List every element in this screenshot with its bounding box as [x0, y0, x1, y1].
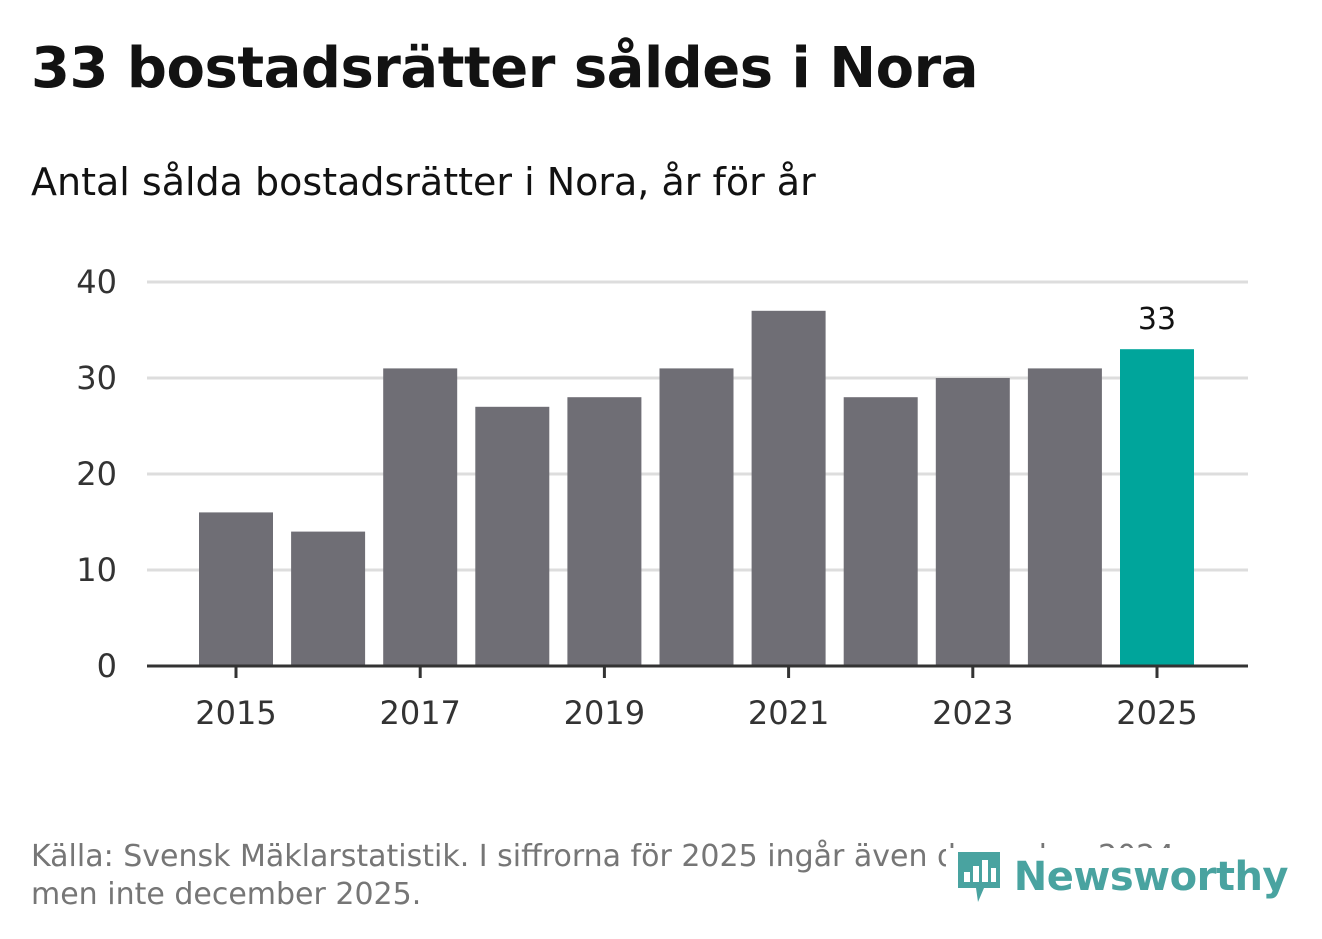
- newsworthy-logo: Newsworthy: [945, 848, 1289, 906]
- bar-2017: [383, 368, 458, 666]
- x-tick-label: 2023: [932, 694, 1013, 732]
- axis-layer: 0 10 20 30 40 2015 2017 2019 2021 2023 2025: [76, 263, 1248, 732]
- x-tick-label: 2019: [564, 694, 645, 732]
- bar-chart: 33 0 10 20 30 40 2015 2017 2019 2021 2023 2025: [76, 263, 1248, 732]
- bar-2015: [199, 512, 273, 666]
- bar-2018: [475, 406, 550, 666]
- bar-2021: [751, 310, 826, 666]
- bar-2020: [659, 368, 734, 666]
- bar-chart-speech-icon: [957, 852, 1000, 902]
- logo-text: Newsworthy: [1013, 854, 1289, 900]
- y-tick-label: 0: [97, 647, 117, 685]
- x-tick-label: 2017: [379, 694, 460, 732]
- y-tick-label: 20: [76, 455, 117, 493]
- bar-2025: [1120, 349, 1194, 666]
- x-tick-label: 2015: [195, 694, 276, 732]
- bar-2024: [1027, 368, 1102, 666]
- bar-2016: [291, 531, 366, 666]
- bar-2019: [567, 397, 642, 666]
- bar-2023: [935, 378, 1010, 666]
- source-note-line-2: men inte december 2025.: [31, 877, 422, 912]
- y-tick-label: 10: [76, 551, 117, 589]
- y-tick-label: 40: [76, 263, 117, 301]
- chart-subtitle: Antal sålda bostadsrätter i Nora, år för…: [31, 160, 816, 204]
- x-tick-label: 2025: [1116, 694, 1197, 732]
- y-tick-label: 30: [76, 359, 117, 397]
- bar-2022: [843, 397, 918, 666]
- data-label-2025: 33: [1138, 302, 1176, 337]
- bars-layer: 33: [199, 302, 1194, 666]
- chart-title: 33 bostadsrätter såldes i Nora: [31, 36, 978, 101]
- x-tick-label: 2021: [748, 694, 829, 732]
